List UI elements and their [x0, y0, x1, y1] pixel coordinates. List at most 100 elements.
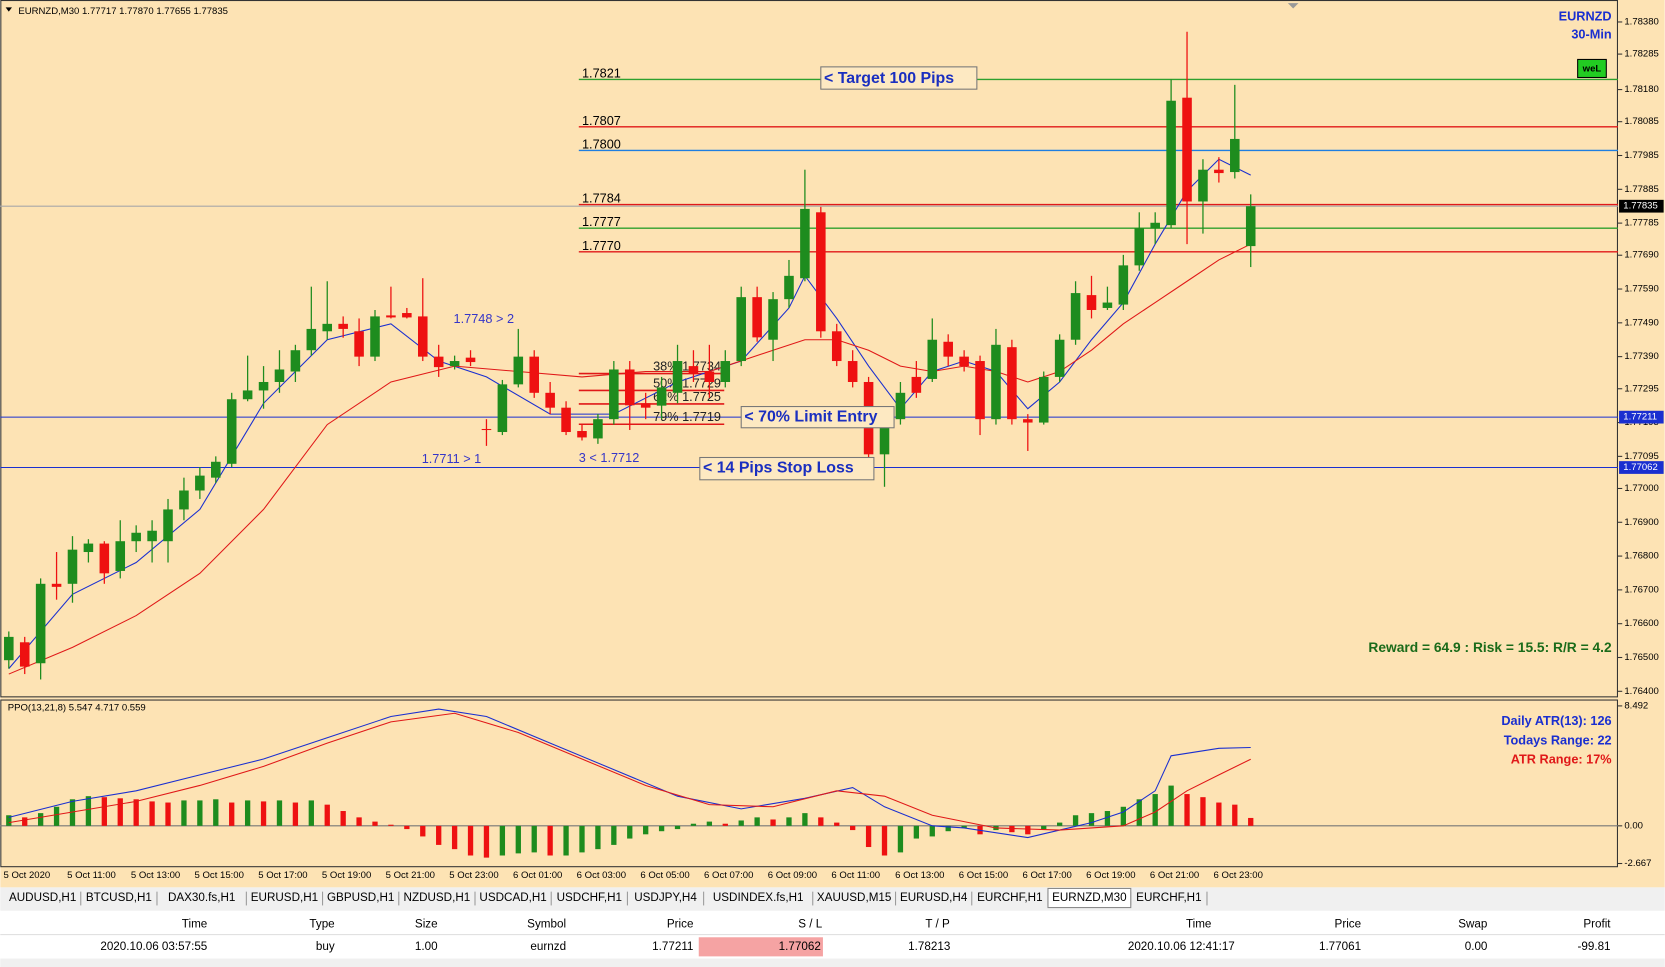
x-tick-label: 5 Oct 2020	[3, 870, 50, 881]
histogram-bar	[292, 802, 299, 826]
histogram-bar	[22, 817, 28, 826]
histogram-bar	[786, 817, 792, 826]
candle-body	[1150, 222, 1160, 229]
price-marker	[1619, 461, 1664, 474]
candle-body	[513, 356, 524, 385]
timeframe-label: 30-Min	[1571, 26, 1611, 41]
x-tick-label: 6 Oct 09:00	[768, 870, 817, 881]
table-header: Time	[1186, 918, 1211, 931]
tab[interactable]: USDJPY,H4	[634, 891, 697, 904]
table-header: Swap	[1458, 918, 1487, 931]
candle-body	[1070, 293, 1081, 340]
candle-body	[672, 361, 683, 393]
y-tick-label: 1.76900	[1624, 517, 1659, 528]
candle-body	[545, 392, 555, 408]
histogram-bar	[850, 825, 856, 831]
histogram-bar	[1136, 799, 1142, 826]
menu-icon[interactable]	[5, 7, 12, 12]
table-header: S / L	[798, 918, 822, 931]
tab[interactable]: USDCHF,H1	[557, 891, 622, 904]
level-label: 1.7807	[582, 113, 621, 128]
level-label: 1.7784	[582, 191, 621, 206]
table-cell: buy	[316, 940, 335, 953]
candle-body	[895, 392, 906, 420]
wel-button-label[interactable]: weL	[1582, 64, 1602, 75]
tab[interactable]: NZDUSD,H1	[404, 891, 471, 904]
info-line: Todays Range: 22	[1504, 732, 1612, 747]
histogram-bar	[722, 823, 728, 826]
annotation: < 70% Limit Entry	[744, 408, 877, 425]
histogram-bar	[213, 799, 219, 826]
y-tick-label: 1.77590	[1624, 284, 1659, 295]
histogram-bar	[1104, 811, 1111, 826]
level-label: 1.7800	[582, 136, 621, 151]
tab[interactable]: AUDUSD,H1	[9, 891, 76, 904]
tab[interactable]: USDINDEX.fs,H1	[713, 891, 804, 904]
candle-body	[784, 275, 794, 300]
y-tick-label: 1.77885	[1624, 184, 1659, 195]
y-tick-label: 1.76600	[1624, 618, 1659, 629]
candle-body	[1038, 376, 1049, 423]
tab[interactable]: USDCAD,H1	[479, 891, 546, 904]
scroll-marker	[1287, 3, 1299, 9]
tab[interactable]: EURCHF,H1	[1136, 891, 1201, 904]
y-tick-label: 1.77690	[1624, 250, 1659, 261]
candle-body	[1118, 265, 1129, 305]
candle-body	[736, 297, 746, 362]
table-cell: 1.78213	[908, 940, 950, 953]
histogram-bar	[260, 801, 267, 826]
candle-body	[99, 543, 110, 574]
histogram-bar	[1248, 817, 1254, 826]
histogram-bar	[531, 825, 537, 853]
histogram-bar	[6, 815, 12, 826]
table-header: Profit	[1583, 918, 1611, 931]
table-header: Time	[182, 918, 207, 931]
y-tick-label: 1.78285	[1624, 49, 1659, 60]
x-tick-label: 6 Oct 13:00	[895, 870, 944, 881]
histogram-bar	[372, 821, 378, 826]
histogram-bar	[69, 799, 76, 826]
price-marker	[1619, 410, 1664, 424]
symbol-label: EURNZD	[1559, 8, 1612, 23]
tab[interactable]: BTCUSD,H1	[86, 891, 152, 904]
annotation: 1.7711 > 1	[422, 451, 482, 466]
candle-body	[226, 399, 237, 464]
info-line: ATR Range: 17%	[1511, 751, 1612, 766]
price-marker-label: 1.77062	[1623, 462, 1658, 473]
histogram-bar	[897, 825, 904, 853]
annotation-box	[699, 456, 875, 481]
histogram-bar	[1232, 804, 1238, 826]
candle-body	[879, 419, 890, 455]
tab[interactable]: EURCHF,H1	[977, 891, 1042, 904]
histogram-bar	[658, 825, 665, 832]
candle-body	[704, 371, 715, 382]
histogram-bar	[324, 804, 330, 826]
wel-button[interactable]	[1577, 58, 1607, 79]
candle-body	[577, 431, 587, 438]
tab[interactable]: XAUUSD,M15	[817, 891, 892, 904]
trade-table	[0, 912, 1665, 967]
y-tick-label: 1.76500	[1624, 652, 1659, 663]
table-cell: 2020.10.06 03:57:55	[100, 940, 207, 953]
histogram-bar	[627, 825, 633, 839]
fib-label: 50% 1.7729	[653, 375, 721, 390]
candle-body	[656, 387, 667, 406]
moving-average	[8, 243, 1251, 675]
candle-body	[242, 390, 253, 400]
tab[interactable]: GBPUSD,H1	[327, 891, 394, 904]
table-header: Price	[667, 918, 694, 931]
table-header: Type	[309, 918, 334, 931]
candle-body	[991, 344, 1001, 420]
tab[interactable]: DAX30.fs,H1	[168, 891, 235, 904]
candle-body	[1198, 169, 1208, 202]
tab[interactable]: EURUSD,H4	[900, 891, 968, 904]
fib-label: 79% 1.7719	[653, 409, 721, 424]
tab[interactable]: EURUSD,H1	[251, 891, 318, 904]
tab[interactable]: EURNZD,M30	[1052, 891, 1127, 904]
histogram-bar	[1057, 822, 1063, 826]
candle-body	[640, 403, 651, 408]
x-tick-label: 5 Oct 15:00	[195, 870, 244, 881]
candle-body	[529, 356, 540, 393]
annotation-box	[820, 66, 978, 90]
